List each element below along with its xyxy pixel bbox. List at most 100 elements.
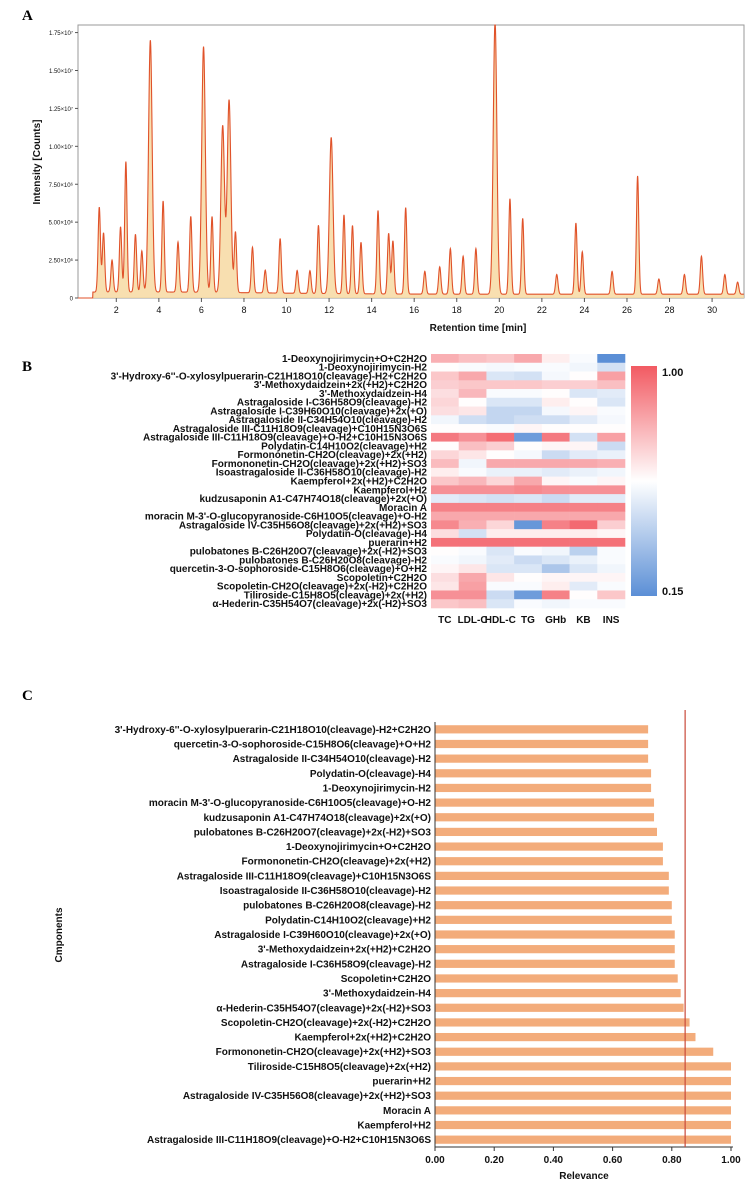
- heatmap-cell: [569, 494, 598, 504]
- heatmap-cell: [486, 599, 515, 609]
- heatmap-cell: [458, 537, 487, 547]
- heatmap-row-label: Formononetin-CH2O(cleavage)+2x(+H2)+SO3: [212, 459, 428, 470]
- heatmap-cell: [431, 520, 460, 530]
- relevance-bar-label: moracin M-3'-O-glucopyranoside-C6H10O5(c…: [149, 798, 432, 809]
- heatmap-cell: [431, 467, 460, 477]
- relevance-bar: [435, 842, 663, 851]
- relevance-bar-label: Astragaloside III-C11H18O9(cleavage)+C10…: [177, 871, 432, 882]
- heatmap-cell: [541, 590, 570, 600]
- heatmap-column-label: LDL-C: [458, 615, 488, 626]
- heatmap-cell: [541, 546, 570, 556]
- heatmap-row-label: quercetin-3-O-sophoroside-C15H8O6(cleava…: [170, 564, 428, 575]
- relevance-bar-label: Polydatin-O(cleavage)-H4: [310, 769, 432, 780]
- relevance-bar: [435, 1032, 696, 1042]
- heatmap-cell: [597, 459, 626, 469]
- heatmap-cell: [486, 371, 515, 381]
- relevance-bar: [435, 813, 655, 822]
- heatmap-row-label: moracin M-3'-O-glucopyranoside-C6H10O5(c…: [145, 512, 428, 523]
- heatmap-cell: [431, 459, 460, 469]
- relevance-bar-label: Moracin A: [383, 1106, 431, 1117]
- heatmap-cell: [569, 397, 598, 407]
- heatmap-cell: [569, 520, 598, 530]
- chromatogram-x-tick-label: 2: [114, 305, 119, 315]
- heatmap-cell: [514, 555, 543, 565]
- heatmap-cell: [486, 415, 515, 425]
- relevance-bar: [435, 827, 657, 837]
- heatmap-cell: [458, 476, 487, 486]
- heatmap-cell: [541, 389, 570, 399]
- heatmap-cell: [569, 389, 598, 399]
- heatmap-cell: [486, 529, 515, 539]
- heatmap-row-label: puerarin+H2: [368, 538, 427, 549]
- heatmap-cell: [431, 502, 460, 512]
- chromatogram-y-tick-label: 5.00×10⁶: [49, 220, 74, 227]
- heatmap-row-label: α-Hederin-C35H54O7(cleavage)+2x(-H2)+SO3: [212, 599, 427, 610]
- heatmap-cell: [514, 380, 543, 390]
- heatmap-cell: [458, 424, 487, 434]
- heatmap-cell: [541, 555, 570, 565]
- heatmap-cell: [431, 599, 460, 609]
- heatmap-cell: [458, 415, 487, 425]
- chromatogram-x-tick-label: 16: [409, 305, 419, 315]
- heatmap-cell: [569, 459, 598, 469]
- relevance-bar-label: 3'-Methoxydaidzein+2x(+H2)+C2H2O: [258, 945, 431, 956]
- heatmap-scale-max-label: 1.00: [662, 367, 683, 379]
- heatmap-cell: [541, 371, 570, 381]
- relevance-x-tick-label: 0.00: [425, 1155, 445, 1166]
- heatmap-cell: [569, 467, 598, 477]
- heatmap-cell: [541, 441, 570, 451]
- heatmap-cell: [486, 520, 515, 530]
- heatmap-cell: [486, 555, 515, 565]
- heatmap-cell: [541, 459, 570, 469]
- relevance-bar-label: Formononetin-CH2O(cleavage)+2x(+H2)+SO3: [216, 1047, 432, 1058]
- relevance-bar: [435, 783, 652, 793]
- heatmap-cell: [514, 406, 543, 416]
- heatmap-cell: [597, 581, 626, 591]
- heatmap-cell: [458, 354, 487, 364]
- heatmap-row-label: Astragaloside II-C34H54O10(cleavage)-H2: [229, 415, 428, 426]
- heatmap-cell: [541, 380, 570, 390]
- chromatogram-x-tick-label: 28: [665, 305, 675, 315]
- chromatogram-y-tick-label: 1.25×10⁷: [49, 106, 73, 113]
- relevance-bar-chart: 3'-Hydroxy-6''-O-xylosylpuerarin-C21H18O…: [54, 710, 741, 1182]
- relevance-bar-label: Astragaloside I-C39H60O10(cleavage)+2x(+…: [214, 930, 431, 941]
- heatmap-cell: [486, 546, 515, 556]
- heatmap-cell: [431, 389, 460, 399]
- chromatogram-x-tick-label: 30: [707, 305, 717, 315]
- heatmap-cell: [569, 380, 598, 390]
- heatmap-cell: [431, 397, 460, 407]
- heatmap-cell: [597, 502, 626, 512]
- chromatogram-x-tick-label: 8: [241, 305, 246, 315]
- heatmap-cell: [514, 537, 543, 547]
- heatmap-cell: [486, 459, 515, 469]
- relevance-x-tick-label: 0.60: [603, 1155, 623, 1166]
- relevance-bar: [435, 959, 675, 968]
- relevance-bar: [435, 1003, 684, 1012]
- relevance-bar: [435, 886, 669, 895]
- chromatogram-x-tick-label: 14: [367, 305, 377, 315]
- heatmap-cell: [458, 599, 487, 609]
- heatmap-cell: [541, 581, 570, 591]
- heatmap-cell: [431, 441, 460, 451]
- relevance-bar-label: α-Hederin-C35H54O7(cleavage)+2x(-H2)+SO3: [216, 1003, 431, 1014]
- heatmap-row-label: 1-Deoxynojirimycin+O+C2H2O: [282, 354, 427, 365]
- heatmap-cell: [486, 432, 515, 442]
- relevance-bar: [435, 901, 672, 910]
- heatmap-cell: [597, 572, 626, 583]
- heatmap-row-label: Astragaloside III-C11H18O9(cleavage)+C10…: [173, 424, 428, 435]
- heatmap-cell: [458, 441, 487, 451]
- heatmap-cell: [458, 572, 487, 583]
- heatmap-row-label: kudzusaponin A1-C47H74O18(cleavage)+2x(+…: [200, 494, 428, 505]
- heatmap-cell: [431, 485, 460, 495]
- relevance-bar-label: Scopoletin+C2H2O: [341, 974, 432, 985]
- relevance-bar-label: pulobatones B-C26H20O8(cleavage)-H2: [243, 901, 431, 912]
- correlation-heatmap: 1-Deoxynojirimycin+O+C2H2O1-Deoxynojirim…: [111, 354, 684, 626]
- heatmap-cell: [486, 397, 515, 407]
- relevance-bar: [435, 974, 678, 983]
- relevance-bar: [435, 857, 663, 866]
- heatmap-cell: [569, 424, 598, 434]
- relevance-bar: [435, 1047, 714, 1056]
- heatmap-cell: [514, 590, 543, 600]
- heatmap-cell: [431, 380, 460, 390]
